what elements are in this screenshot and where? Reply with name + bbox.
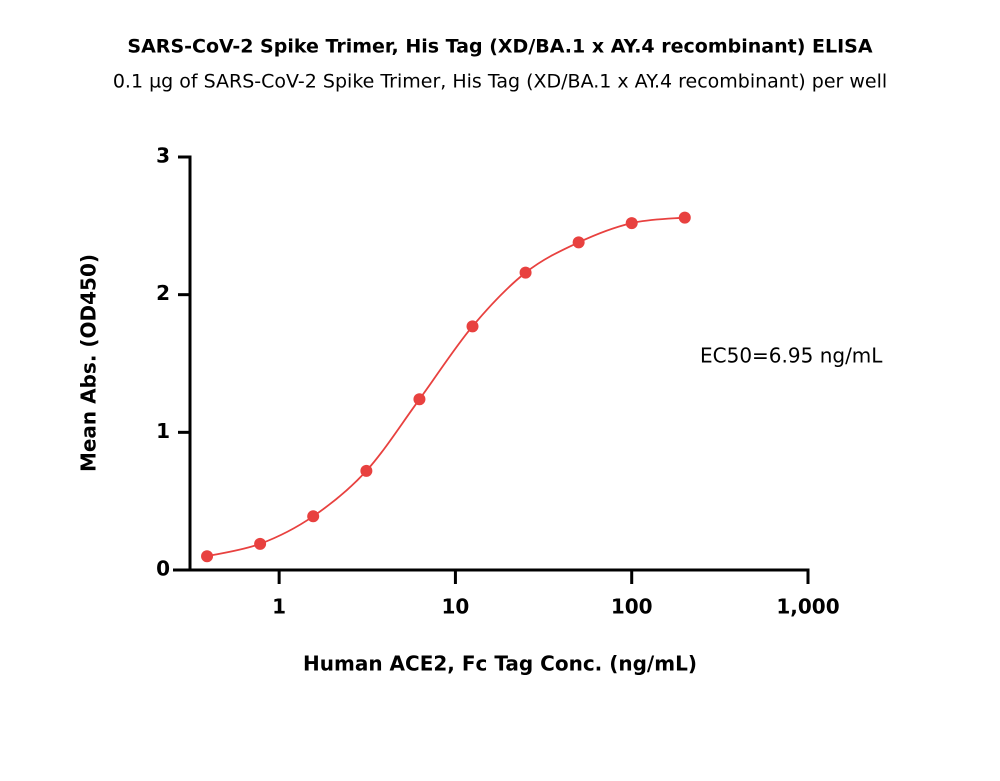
data-point — [678, 211, 691, 224]
data-point — [413, 393, 426, 406]
annotation: EC50=6.95 ng/mL — [700, 344, 883, 368]
x-axis-label: Human ACE2, Fc Tag Conc. (ng/mL) — [303, 652, 697, 676]
fit-curve — [206, 216, 685, 558]
data-point — [307, 510, 320, 523]
data-point — [360, 464, 373, 477]
y-tick-label: 0 — [156, 557, 170, 581]
data-point — [201, 550, 214, 563]
data-point — [625, 217, 638, 230]
data-point — [519, 266, 532, 279]
x-tick-label: 10 — [442, 595, 470, 619]
x-tick-label: 1 — [272, 595, 286, 619]
data-point — [572, 236, 585, 249]
y-tick-label: 2 — [156, 281, 170, 305]
y-tick-label: 3 — [156, 144, 170, 168]
y-axis-label: Mean Abs. (OD450) — [77, 254, 101, 472]
x-tick-label: 1,000 — [776, 595, 839, 619]
data-point — [254, 537, 267, 550]
x-tick-label: 100 — [611, 595, 653, 619]
y-tick-label: 1 — [156, 419, 170, 443]
data-point — [466, 320, 479, 333]
chart-subtitle: 0.1 µg of SARS-CoV-2 Spike Trimer, His T… — [113, 71, 887, 93]
chart-title: SARS-CoV-2 Spike Trimer, His Tag (XD/BA.… — [127, 36, 872, 58]
